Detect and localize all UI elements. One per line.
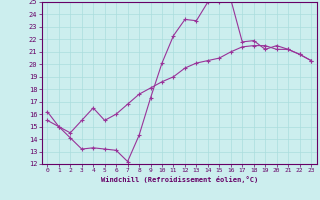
X-axis label: Windchill (Refroidissement éolien,°C): Windchill (Refroidissement éolien,°C) bbox=[100, 176, 258, 183]
